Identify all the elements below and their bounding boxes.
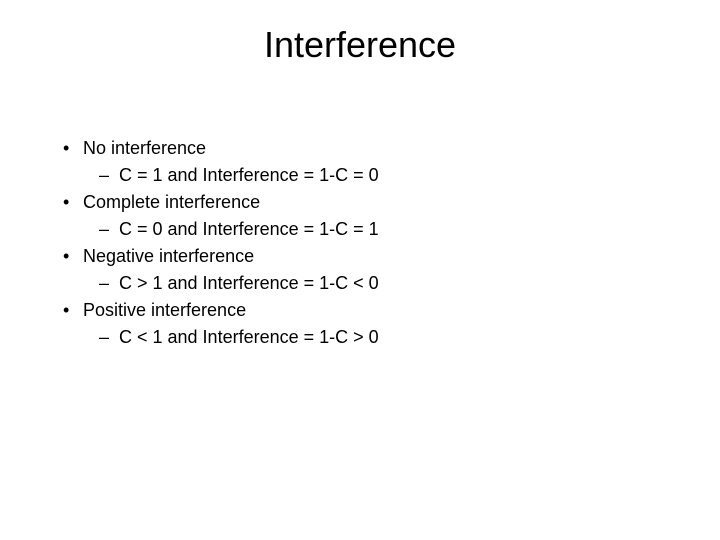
bullet-level2: C < 1 and Interference = 1-C > 0 <box>55 324 665 351</box>
bullet-level1: No interference <box>55 135 665 162</box>
bullet-level2: C = 0 and Interference = 1-C = 1 <box>55 216 665 243</box>
bullet-level2: C = 1 and Interference = 1-C = 0 <box>55 162 665 189</box>
bullet-level1: Negative interference <box>55 243 665 270</box>
bullet-level1: Positive interference <box>55 297 665 324</box>
bullet-level2: C > 1 and Interference = 1-C < 0 <box>55 270 665 297</box>
slide: Interference No interference C = 1 and I… <box>0 0 720 540</box>
slide-title: Interference <box>0 0 720 66</box>
slide-body: No interference C = 1 and Interference =… <box>55 135 665 351</box>
bullet-level1: Complete interference <box>55 189 665 216</box>
